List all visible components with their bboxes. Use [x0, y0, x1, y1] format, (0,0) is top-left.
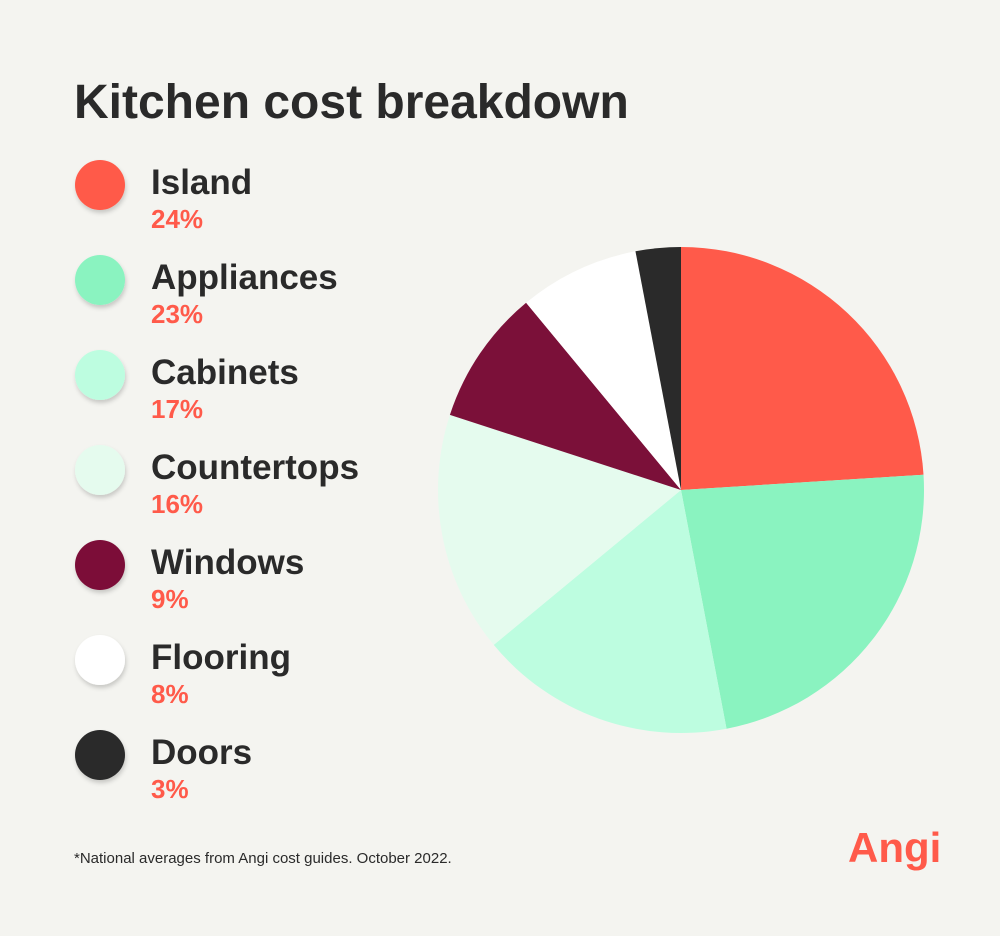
legend-label: Doors	[151, 733, 252, 772]
legend-swatch	[75, 160, 125, 210]
legend-swatch	[75, 255, 125, 305]
value-label: 23%	[151, 299, 203, 329]
pie-slice	[438, 414, 681, 645]
legend-label: Countertops	[151, 448, 359, 487]
pie-slice	[449, 302, 681, 490]
legend-swatch	[75, 540, 125, 590]
value-label: 17%	[151, 394, 203, 424]
value-label: 24%	[151, 204, 203, 234]
legend-label: Island	[151, 163, 252, 202]
value-label: 3%	[151, 774, 189, 804]
legend-swatch	[75, 730, 125, 780]
legend-swatch	[75, 350, 125, 400]
logo: Angi	[848, 824, 941, 871]
pie-slice	[526, 251, 681, 490]
value-label: 8%	[151, 679, 189, 709]
legend-label: Cabinets	[151, 353, 299, 392]
legend-label: Windows	[151, 543, 304, 582]
value-label: 9%	[151, 584, 189, 614]
pie-slice	[681, 247, 924, 490]
legend-label: Flooring	[151, 638, 291, 677]
value-label: 16%	[151, 489, 203, 519]
legend-swatch	[75, 445, 125, 495]
pie-slice	[493, 490, 727, 733]
pie-slice	[635, 247, 681, 490]
chart-title: Kitchen cost breakdown	[74, 76, 629, 129]
footnote: *National averages from Angi cost guides…	[74, 850, 452, 867]
legend-label: Appliances	[151, 258, 338, 297]
pie-slice	[681, 474, 924, 729]
legend-swatch	[75, 635, 125, 685]
